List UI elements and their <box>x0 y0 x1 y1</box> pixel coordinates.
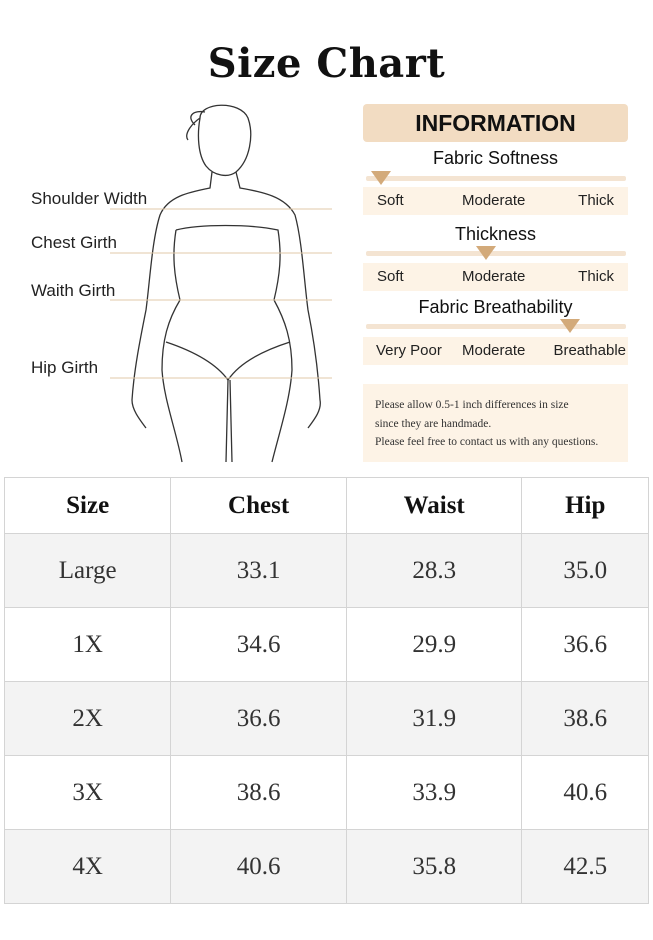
scale-bar <box>366 251 626 256</box>
table-cell: 36.6 <box>170 681 347 756</box>
table-cell: 40.6 <box>170 829 347 904</box>
table-cell: 33.1 <box>170 533 347 608</box>
table-cell: 40.6 <box>521 755 649 830</box>
scale-bar <box>366 324 626 329</box>
table-row: 2X 36.6 31.9 38.6 <box>3 681 649 756</box>
scale-bar <box>366 176 626 181</box>
table-row: 3X 38.6 33.9 40.6 <box>3 755 649 830</box>
table-cell: 29.9 <box>345 607 523 682</box>
scale-marker-icon <box>476 246 496 260</box>
scale-options: Soft Moderate Thick <box>363 263 628 291</box>
scale-option: Moderate <box>462 342 526 359</box>
table-cell: 33.9 <box>345 755 523 830</box>
table-row: Large 33.1 28.3 35.0 <box>3 533 649 608</box>
header-chest: Chest <box>170 477 347 534</box>
scale-option: Moderate <box>462 192 526 209</box>
size-table: Size Chest Waist Hip Large 33.1 28.3 35.0 1X… <box>3 477 649 904</box>
table-cell: 3X <box>3 755 172 830</box>
label-hip-girth: Hip Girth <box>31 358 99 377</box>
header-hip: Hip <box>521 477 649 534</box>
label-shoulder-width: Shoulder Width <box>31 189 148 208</box>
header-size: Size <box>3 477 172 534</box>
note-line: Please feel free to contact us with any … <box>375 436 599 448</box>
scale-options: Very Poor Moderate Breathable <box>363 337 628 365</box>
table-cell: 35.8 <box>345 829 523 904</box>
information-heading: INFORMATION <box>363 104 628 142</box>
scale-option: Very Poor <box>376 342 442 359</box>
table-header-row: Size Chest Waist Hip <box>3 477 649 534</box>
page-title: Size Chart <box>207 40 446 87</box>
table-cell: 2X <box>3 681 172 756</box>
table-cell: 36.6 <box>521 607 649 682</box>
note-line: since they are handmade. <box>375 417 492 430</box>
table-cell: 34.6 <box>170 607 347 682</box>
size-note: Please allow 0.5-1 inch differences in s… <box>363 384 628 462</box>
scale-title: Fabric Softness <box>432 148 559 168</box>
scale-marker-icon <box>560 319 580 333</box>
scale-option: Thick <box>578 192 614 209</box>
scale-option: Soft <box>377 268 404 285</box>
scale-title: Fabric Breathability <box>418 297 573 317</box>
scale-title: Thickness <box>454 224 537 244</box>
table-cell: 28.3 <box>345 533 523 608</box>
table-cell: 38.6 <box>170 755 347 830</box>
table-cell: 35.0 <box>521 533 649 608</box>
label-chest-girth: Chest Girth <box>31 233 117 252</box>
scale-option: Thick <box>578 268 614 285</box>
header-waist: Waist <box>345 477 523 534</box>
table-cell: Large <box>3 533 172 608</box>
table-cell: 31.9 <box>345 681 523 756</box>
table-row: 1X 34.6 29.9 36.6 <box>3 607 649 682</box>
scale-option: Soft <box>377 192 404 209</box>
scale-marker-icon <box>371 171 391 185</box>
note-line: Please allow 0.5-1 inch differences in s… <box>375 399 569 411</box>
table-cell: 42.5 <box>521 829 649 904</box>
body-outline-figure <box>110 104 332 463</box>
scale-option: Breathable <box>553 342 626 359</box>
table-cell: 38.6 <box>521 681 649 756</box>
label-waist-girth: Waith Girth <box>31 281 116 300</box>
table-cell: 1X <box>3 607 172 682</box>
scale-options: Soft Moderate Thick <box>363 187 628 215</box>
table-cell: 4X <box>3 829 172 904</box>
scale-option: Moderate <box>462 268 526 285</box>
table-row: 4X 40.6 35.8 42.5 <box>3 829 649 904</box>
